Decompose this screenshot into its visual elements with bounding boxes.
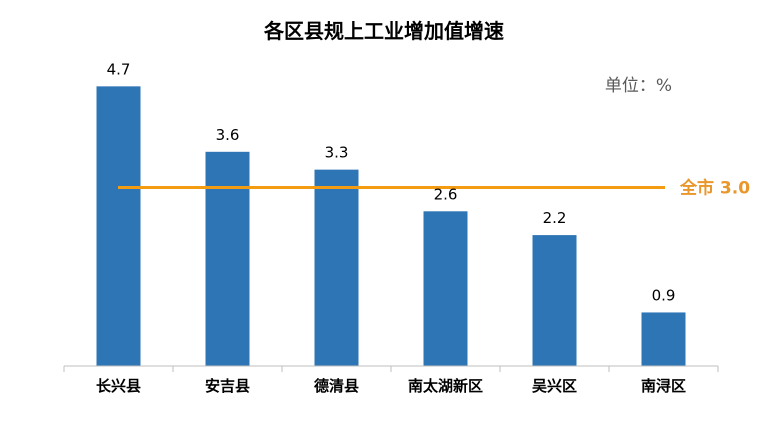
category-labels-group: 长兴县 安吉县 德清县 南太湖新区 吴兴区 南浔区	[96, 377, 686, 395]
bar-3	[314, 169, 359, 366]
category-label-4: 南太湖新区	[408, 377, 483, 395]
category-label-3: 德清县	[314, 377, 359, 395]
x-axis-ticks	[63, 366, 719, 372]
category-label-6: 南浔区	[641, 377, 686, 395]
value-label-5: 2.2	[543, 209, 567, 227]
value-label-4: 2.6	[434, 185, 458, 203]
value-label-2: 3.6	[216, 126, 240, 144]
city-average-label: 全市 3.0	[679, 178, 750, 199]
bar-5	[532, 235, 577, 366]
value-label-6: 0.9	[652, 286, 676, 304]
bar-4	[423, 211, 468, 366]
bar-1	[96, 86, 141, 366]
value-label-3: 3.3	[325, 144, 349, 162]
category-label-1: 长兴县	[96, 377, 141, 395]
value-label-1: 4.7	[107, 60, 131, 78]
bar-2	[205, 151, 250, 366]
category-label-5: 吴兴区	[532, 377, 577, 395]
category-label-2: 安吉县	[205, 377, 250, 395]
value-labels-group: 4.7 3.6 3.3 2.6 2.2 0.9	[107, 60, 676, 304]
unit-label: 单位：%	[605, 76, 672, 96]
bars-group	[96, 86, 686, 366]
chart-title: 各区县规上工业增加值增速	[263, 19, 504, 43]
bar-6	[641, 312, 686, 366]
